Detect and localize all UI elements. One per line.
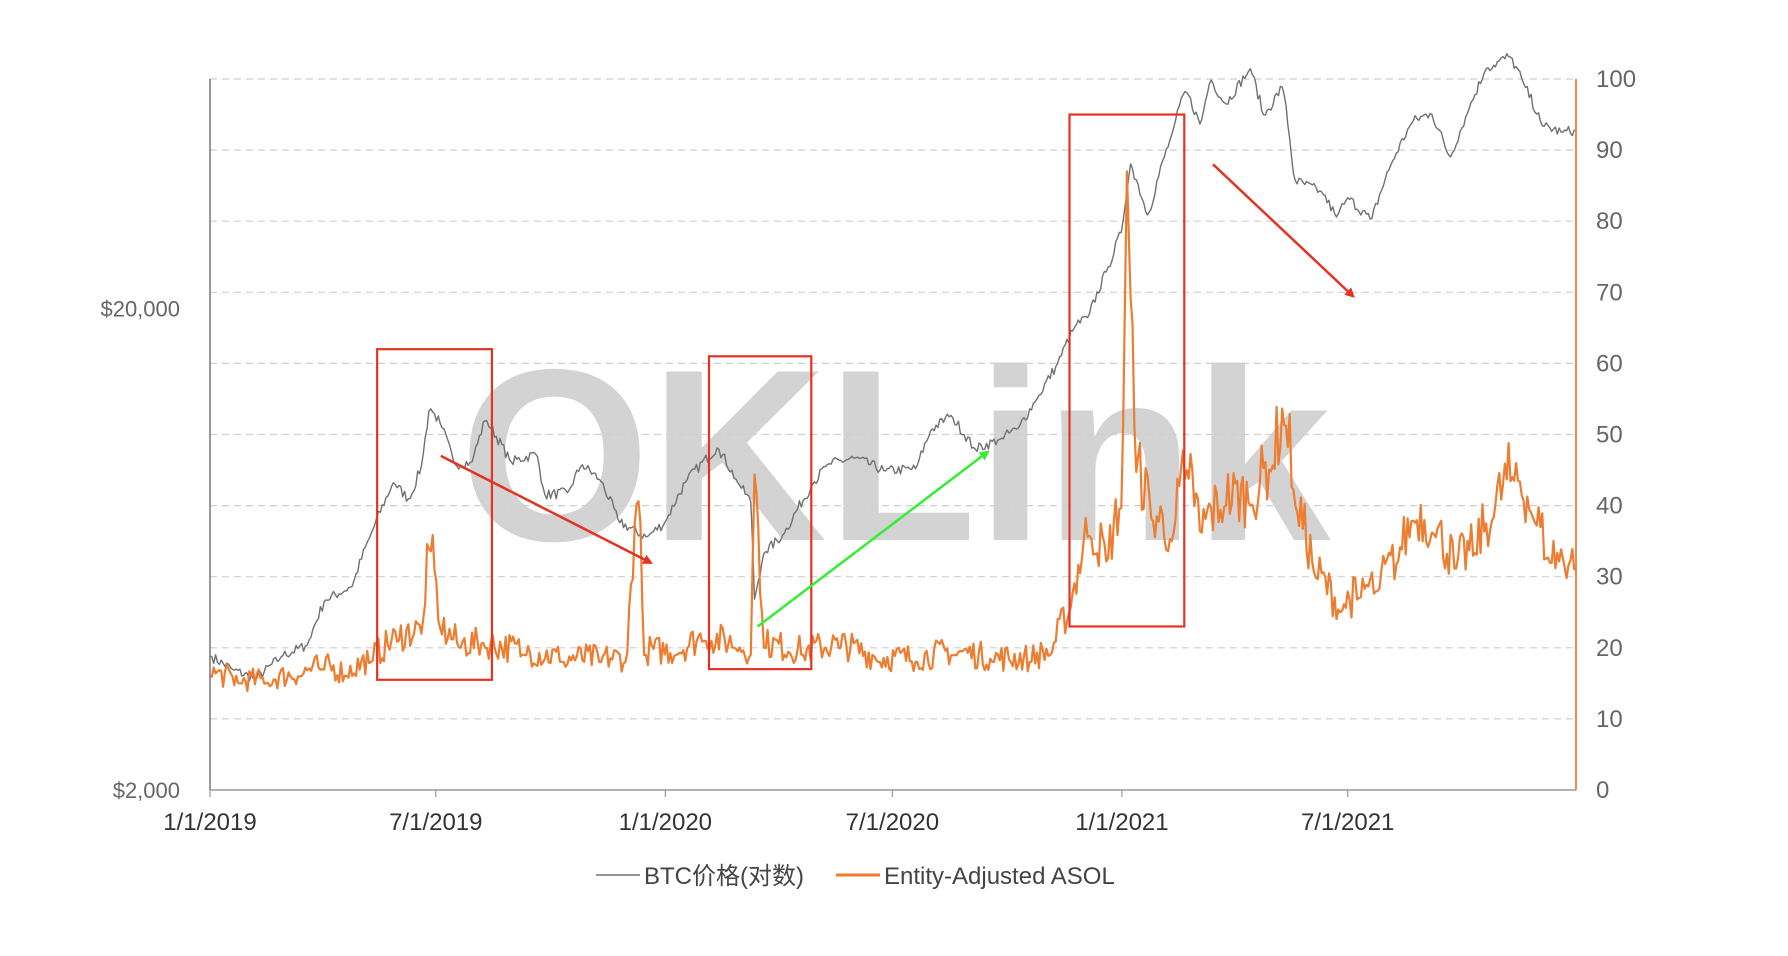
watermark: OKLink	[459, 318, 1331, 592]
y-right-tick-label: 70	[1596, 279, 1623, 306]
trend-arrow-down	[1212, 163, 1355, 298]
trend-arrow-up	[756, 450, 990, 628]
legend: BTC价格(对数) Entity-Adjusted ASOL	[596, 863, 1115, 890]
plot-series	[209, 53, 1577, 693]
x-tick-label: 1/1/2021	[1075, 809, 1168, 836]
y-right-tick-label: 0	[1596, 777, 1609, 804]
legend-label: Entity-Adjusted ASOL	[884, 863, 1115, 890]
y-right-tick-label: 20	[1596, 635, 1623, 662]
axes: $2,000 $20,000 0 10 20 30 40 50 60 70 80 90 100 1/1/2…	[100, 66, 1636, 836]
x-tick-label: 7/1/2021	[1301, 809, 1394, 836]
y-right-tick-label: 90	[1596, 137, 1623, 164]
highlight-box	[707, 355, 813, 671]
legend-item-asol: Entity-Adjusted ASOL	[836, 863, 1115, 890]
y-right-tick-label: 40	[1596, 493, 1623, 520]
annotations	[376, 113, 1355, 681]
y-right-tick-label: 60	[1596, 350, 1623, 377]
x-tick-label: 7/1/2019	[389, 809, 482, 836]
y-right-tick-label: 30	[1596, 564, 1623, 591]
y-right-tick-label: 100	[1596, 66, 1636, 93]
series-line-btc	[209, 53, 1577, 682]
x-tick-label: 1/1/2020	[619, 809, 712, 836]
series-line-asol	[209, 170, 1577, 693]
x-tick-label: 7/1/2020	[846, 809, 939, 836]
y-left-tick-label: $20,000	[100, 297, 180, 322]
trend-arrow-down	[440, 454, 654, 564]
highlight-box	[376, 348, 494, 681]
y-right-tick-label: 80	[1596, 208, 1623, 235]
legend-item-btc: BTC价格(对数)	[596, 863, 804, 890]
y-right-tick-label: 10	[1596, 706, 1623, 733]
y-left-tick-label: $2,000	[113, 778, 180, 803]
y-right-tick-label: 50	[1596, 422, 1623, 449]
legend-label: BTC价格(对数)	[644, 863, 804, 890]
highlight-box	[1068, 113, 1186, 628]
x-tick-label: 1/1/2019	[163, 809, 256, 836]
